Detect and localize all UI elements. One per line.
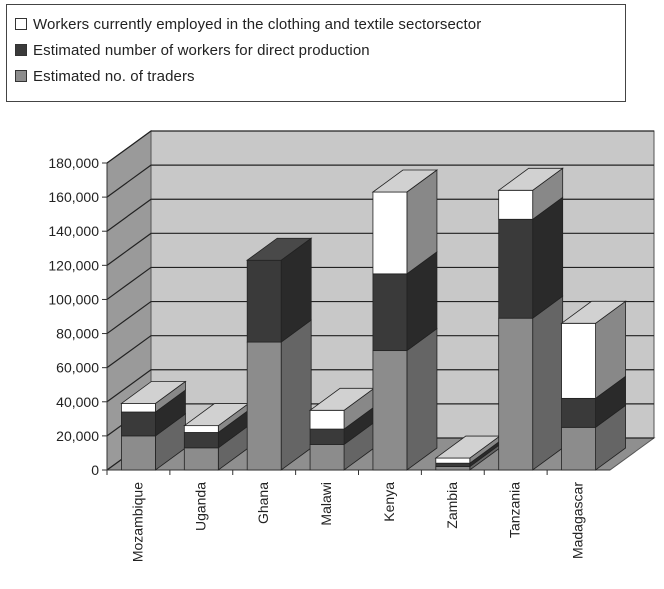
bar-top-ghana xyxy=(245,237,313,261)
bar-tanzania-series-0 xyxy=(498,317,534,471)
bar-uganda-series-1 xyxy=(183,432,219,449)
gridline xyxy=(106,232,654,266)
bar-side-ghana-0 xyxy=(280,319,312,471)
legend-label-traders: Estimated no. of traders xyxy=(33,67,195,85)
legend-swatch-traders xyxy=(15,70,27,82)
gridline xyxy=(106,130,654,164)
y-tick-label: 0 xyxy=(91,462,99,478)
bar-madagascar-series-2 xyxy=(561,322,596,399)
bar-top-mozambique xyxy=(120,381,187,404)
x-tick-label-uganda: Uganda xyxy=(192,482,208,531)
bar-ghana-series-0 xyxy=(246,341,282,471)
gridline xyxy=(106,369,654,403)
legend-item-direct-production: Estimated number of workers for direct p… xyxy=(15,37,617,63)
legend-swatch-clothing-workers xyxy=(15,18,27,30)
bar-tanzania-series-2 xyxy=(498,189,534,220)
legend-item-clothing-workers: Workers currently employed in the clothi… xyxy=(15,11,617,37)
legend-swatch-direct-production xyxy=(15,44,27,56)
legend-label-direct-production: Estimated number of workers for direct p… xyxy=(33,41,370,59)
bar-uganda-series-0 xyxy=(183,447,219,471)
bar-top-tanzania xyxy=(497,167,564,191)
bar-top-kenya xyxy=(371,169,439,193)
x-tick-label-malawi: Malawi xyxy=(318,482,334,526)
y-tick-label: 100,000 xyxy=(48,291,99,307)
bar-ghana-series-1 xyxy=(246,259,282,343)
y-tick-label: 120,000 xyxy=(48,257,99,273)
bar-malawi-series-2 xyxy=(309,409,345,430)
bar-side-kenya-0 xyxy=(406,327,438,471)
bar-malawi-series-1 xyxy=(309,428,345,445)
y-tick-label: 180,000 xyxy=(48,155,99,171)
bar-top-madagascar xyxy=(560,300,627,324)
bar-mozambique-series-1 xyxy=(121,411,156,437)
bar-mozambique-series-0 xyxy=(121,435,156,471)
legend-item-traders: Estimated no. of traders xyxy=(15,63,617,89)
bar-madagascar-series-0 xyxy=(561,426,596,471)
bar-side-tanzania-0 xyxy=(532,295,564,471)
x-tick-label-ghana: Ghana xyxy=(255,482,271,524)
gridline xyxy=(106,198,654,232)
y-tick-label: 40,000 xyxy=(56,394,99,410)
bar-kenya-series-2 xyxy=(372,191,408,275)
y-tick-label: 140,000 xyxy=(48,223,99,239)
gridline xyxy=(106,266,654,300)
y-tick-label: 60,000 xyxy=(56,360,99,376)
gridline xyxy=(106,335,654,369)
x-tick-label-kenya: Kenya xyxy=(381,482,397,522)
x-tick-label-tanzania: Tanzania xyxy=(507,482,523,538)
bar-kenya-series-0 xyxy=(372,350,408,471)
bar-madagascar-series-1 xyxy=(561,397,596,428)
bar-zambia-series-0 xyxy=(435,466,471,471)
bar-tanzania-series-1 xyxy=(498,218,534,319)
bar-zambia-series-1 xyxy=(435,462,471,467)
x-tick-label-zambia: Zambia xyxy=(444,482,460,529)
x-tick-label-mozambique: Mozambique xyxy=(129,482,145,562)
legend-label-clothing-workers: Workers currently employed in the clothi… xyxy=(33,15,482,33)
y-tick-label: 80,000 xyxy=(56,326,99,342)
gridline xyxy=(106,164,654,198)
x-tick-label-madagascar: Madagascar xyxy=(570,482,586,559)
y-tick-label: 160,000 xyxy=(48,189,99,205)
bar-zambia-series-2 xyxy=(435,457,471,464)
bar-malawi-series-0 xyxy=(309,444,345,471)
y-tick-label: 20,000 xyxy=(56,428,99,444)
bar-mozambique-series-2 xyxy=(121,403,156,413)
bar-uganda-series-2 xyxy=(183,425,219,433)
chart-legend: Workers currently employed in the clothi… xyxy=(6,4,626,102)
bar-kenya-series-1 xyxy=(372,273,408,352)
gridline xyxy=(106,300,654,335)
